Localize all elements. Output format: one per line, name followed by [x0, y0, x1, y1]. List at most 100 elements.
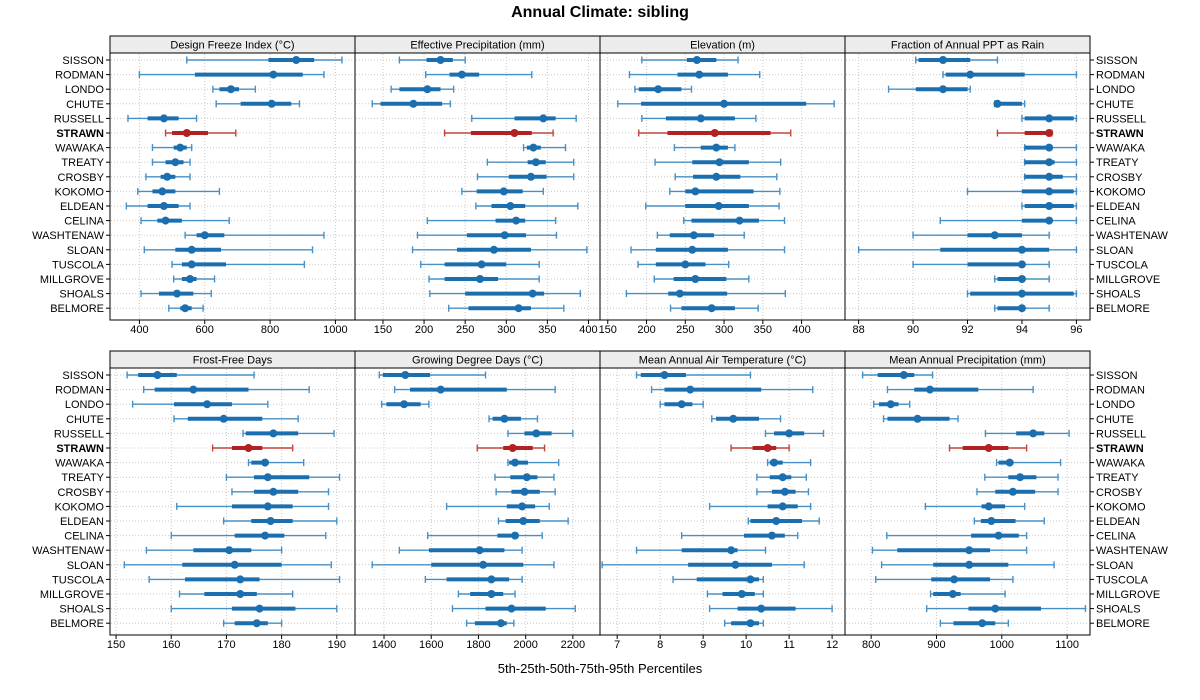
- site-label-left: STRAWN: [56, 443, 104, 455]
- site-label-right: SHOALS: [1096, 604, 1141, 616]
- axis-tick-label: 2000: [513, 639, 537, 651]
- median-dot: [785, 429, 794, 438]
- median-dot: [532, 429, 541, 438]
- median-dot: [409, 99, 418, 108]
- axis-tick-label: 300: [715, 324, 733, 336]
- median-dot: [200, 231, 209, 240]
- panel-frame: [844, 367, 1091, 636]
- median-dot: [692, 56, 701, 64]
- median-dot: [1017, 289, 1026, 298]
- site-label-left: WASHTENAW: [32, 545, 105, 557]
- site-label-left: TREATY: [61, 157, 104, 169]
- median-dot: [731, 560, 740, 569]
- median-dot: [925, 385, 934, 394]
- median-dot: [514, 304, 523, 313]
- axis-tick-label: 800: [261, 324, 279, 336]
- median-dot: [475, 275, 484, 283]
- site-label-left: KOKOMO: [54, 186, 104, 198]
- axis-tick-label: 10: [740, 639, 752, 651]
- median-dot: [987, 517, 996, 525]
- median-dot: [994, 531, 1003, 540]
- median-dot: [675, 289, 684, 298]
- median-dot: [1045, 143, 1054, 152]
- median-dot: [159, 114, 168, 123]
- median-dot: [770, 458, 779, 467]
- site-label-right: RUSSELL: [1096, 113, 1146, 125]
- median-dot: [1017, 260, 1026, 269]
- median-dot: [475, 546, 484, 555]
- site-label-right: RUSSELL: [1096, 428, 1146, 440]
- site-label-right: CELINA: [1096, 216, 1136, 228]
- axis-tick-label: 190: [328, 639, 346, 651]
- panel-title: Mean Annual Precipitation (mm): [889, 355, 1046, 367]
- site-label-right: ELDEAN: [1096, 201, 1140, 213]
- site-label-right: CELINA: [1096, 531, 1136, 543]
- median-dot: [1045, 216, 1054, 225]
- median-dot: [511, 458, 520, 467]
- site-label-right: STRAWN: [1096, 443, 1144, 455]
- median-dot: [1045, 129, 1054, 137]
- median-dot: [489, 245, 498, 254]
- site-label-right: WASHTENAW: [1096, 545, 1169, 557]
- panel-title: Elevation (m): [690, 40, 755, 52]
- median-dot: [263, 473, 272, 482]
- site-label-right: CHUTE: [1096, 414, 1134, 426]
- median-dot: [991, 604, 1000, 613]
- median-dot: [266, 517, 275, 525]
- site-label-right: STRAWN: [1096, 128, 1144, 140]
- median-dot: [182, 129, 191, 137]
- median-dot: [1045, 202, 1054, 210]
- axis-tick-label: 7: [614, 639, 620, 651]
- axis-tick-label: 1000: [990, 639, 1014, 651]
- median-dot: [187, 260, 196, 269]
- axis-tick-label: 88: [852, 324, 864, 336]
- median-dot: [778, 502, 787, 511]
- chart-title: Annual Climate: sibling: [511, 4, 689, 21]
- median-dot: [990, 231, 999, 240]
- site-label-left: CHUTE: [66, 414, 104, 426]
- median-dot: [689, 231, 698, 240]
- median-dot: [511, 531, 520, 540]
- site-label-right: KOKOMO: [1096, 186, 1146, 198]
- site-label-right: WAWAKA: [1096, 143, 1146, 155]
- median-dot: [500, 231, 509, 240]
- axis-tick-label: 350: [538, 324, 556, 336]
- median-dot: [1008, 487, 1017, 496]
- axis-tick-label: 300: [497, 324, 515, 336]
- axis-tick-label: 1600: [419, 639, 443, 651]
- median-dot: [526, 172, 535, 181]
- median-dot: [767, 531, 776, 540]
- median-dot: [225, 546, 234, 555]
- median-dot: [499, 187, 508, 196]
- median-dot: [158, 187, 167, 196]
- median-dot: [978, 619, 987, 628]
- median-dot: [189, 385, 198, 394]
- site-label-right: CROSBY: [1096, 487, 1143, 499]
- axis-tick-label: 92: [961, 324, 973, 336]
- site-label-left: ELDEAN: [60, 516, 104, 528]
- median-dot: [529, 143, 538, 152]
- median-dot: [267, 99, 276, 108]
- median-dot: [966, 70, 975, 79]
- median-dot: [436, 385, 445, 394]
- median-dot: [187, 245, 196, 254]
- site-label-right: LONDO: [1096, 399, 1136, 411]
- panel-frame: [354, 52, 601, 321]
- median-dot: [727, 546, 736, 555]
- site-label-left: CELINA: [64, 216, 104, 228]
- median-dot: [707, 304, 716, 313]
- median-dot: [984, 444, 993, 452]
- median-dot: [528, 289, 537, 298]
- median-dot: [729, 414, 738, 423]
- panel-frame: [599, 52, 846, 321]
- median-dot: [686, 385, 695, 394]
- percentiles-caption: 5th-25th-50th-75th-95th Percentiles: [497, 661, 703, 676]
- axis-tick-label: 12: [826, 639, 838, 651]
- median-dot: [691, 275, 700, 283]
- median-dot: [886, 400, 895, 409]
- site-label-right: ELDEAN: [1096, 516, 1140, 528]
- median-dot: [712, 172, 721, 181]
- site-label-right: CROSBY: [1096, 172, 1143, 184]
- panel-title: Mean Annual Air Temperature (°C): [639, 355, 806, 367]
